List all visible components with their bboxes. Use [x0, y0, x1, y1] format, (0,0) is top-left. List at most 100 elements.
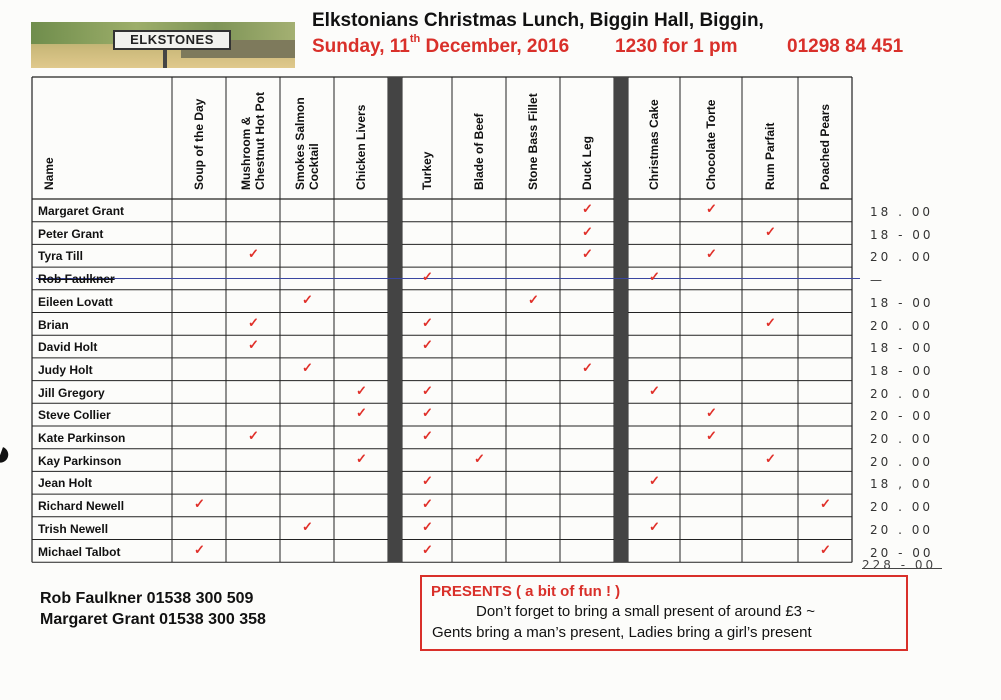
tick-mark: ✓: [422, 541, 433, 557]
contact-rob-faulkner: Rob Faulkner 01538 300 509: [40, 590, 254, 607]
column-header: Stone Bass Fillet: [526, 93, 540, 190]
row-name: David Holt: [38, 340, 98, 355]
name-column-header: Name: [42, 157, 56, 190]
row-price: 18 , 00: [870, 477, 933, 492]
row-name: Eileen Lovatt: [38, 294, 113, 309]
tick-mark: ✓: [356, 405, 367, 421]
row-price: 18 - 00: [870, 295, 934, 310]
row-name: Kate Parkinson: [38, 431, 126, 445]
row-name: Rob Faulkner: [38, 272, 115, 287]
tick-mark: ✓: [302, 359, 313, 375]
tick-mark: ✓: [302, 518, 313, 534]
tick-mark: ✓: [422, 496, 433, 512]
tick-mark: ✓: [302, 291, 313, 307]
column-header: Poached Pears: [818, 103, 832, 190]
tick-mark: ✓: [248, 428, 259, 443]
contact-margaret-grant: Margaret Grant 01538 300 358: [40, 611, 266, 628]
column-divider: [614, 77, 628, 563]
row-name: Steve Collier: [38, 408, 111, 423]
tick-mark: ✓: [706, 201, 717, 216]
page-title: Elkstonians Christmas Lunch, Biggin Hall…: [312, 10, 764, 31]
elkstones-village-photo: ELKSTONES: [31, 22, 295, 68]
column-header: Turkey: [420, 151, 434, 190]
tick-mark: ✓: [474, 450, 485, 466]
tick-mark: ✓: [422, 382, 433, 398]
event-time: 1230 for 1 pm: [615, 36, 738, 57]
tick-mark: ✓: [820, 541, 831, 557]
tick-mark: ✓: [194, 541, 205, 557]
tick-mark: ✓: [422, 405, 433, 421]
tick-mark: ✓: [820, 496, 831, 512]
column-divider: [388, 77, 402, 563]
tick-mark: ✓: [422, 337, 433, 353]
row-price: 18 - 00: [870, 363, 934, 378]
photo-sign-post: [163, 50, 167, 68]
tick-mark: ✓: [422, 473, 433, 489]
tick-mark: ✓: [248, 337, 259, 353]
ink-blot: [0, 447, 11, 465]
row-price: —: [870, 273, 885, 288]
row-price: 20 . 00: [870, 432, 933, 446]
tick-mark: ✓: [582, 223, 593, 239]
row-price: 18 . 00: [870, 205, 933, 219]
row-price: 20 . 00: [870, 318, 933, 333]
column-header: Smokes Salmon: [293, 97, 307, 190]
row-price: 18 - 00: [870, 341, 934, 356]
event-date: Sunday, 11th December, 2016: [312, 33, 570, 57]
tick-mark: ✓: [528, 291, 539, 307]
presents-heading: PRESENTS ( a bit of fun ! ): [431, 583, 621, 600]
tick-mark: ✓: [765, 450, 776, 466]
row-name: Jill Gregory: [38, 385, 105, 400]
row-name: Jean Holt: [38, 476, 93, 491]
presents-line-2: Gents bring a man’s present, Ladies brin…: [432, 624, 812, 641]
tick-mark: ✓: [582, 201, 593, 216]
event-phone: 01298 84 451: [787, 36, 904, 57]
row-price: 20 . 00: [870, 454, 933, 469]
column-header: Chicken Livers: [354, 104, 368, 190]
tick-mark: ✓: [706, 246, 717, 262]
row-name: Tyra Till: [38, 249, 83, 264]
row-price: 20 . 00: [870, 386, 933, 401]
tick-mark: ✓: [706, 405, 717, 421]
tick-mark: ✓: [649, 269, 660, 285]
row-name: Margaret Grant: [38, 204, 125, 218]
tick-mark: ✓: [356, 450, 367, 466]
row-name: Judy Holt: [38, 362, 93, 377]
row-name: Brian: [38, 317, 69, 332]
column-header: Cocktail: [307, 143, 321, 190]
column-header: Christmas Cake: [647, 99, 661, 190]
row-name: Kay Parkinson: [38, 453, 122, 468]
contacts: Rob Faulkner 01538 300 509 Margaret Gran…: [40, 588, 266, 630]
row-name: Peter Grant: [38, 226, 104, 241]
tick-mark: ✓: [422, 518, 433, 534]
column-header: Duck Leg: [580, 135, 594, 190]
total-price: 228 - 00: [862, 558, 942, 572]
tick-mark: ✓: [649, 473, 660, 489]
row-price: 20 - 00: [870, 545, 934, 560]
row-price: 18 - 00: [870, 227, 934, 242]
tick-mark: ✓: [356, 382, 367, 398]
column-header: Soup of the Day: [192, 98, 206, 190]
column-header: Mushroom &: [239, 116, 253, 190]
tick-mark: ✓: [765, 223, 776, 239]
row-name: Trish Newell: [38, 521, 109, 536]
tick-mark: ✓: [194, 496, 205, 512]
tick-mark: ✓: [248, 246, 259, 262]
tick-mark: ✓: [765, 314, 776, 330]
column-header: Rum Parfait: [763, 122, 777, 190]
column-header: Chocolate Torte: [704, 99, 718, 190]
row-price: 20 . 00: [870, 250, 933, 265]
tick-mark: ✓: [582, 246, 593, 262]
village-sign: ELKSTONES: [113, 30, 231, 50]
tick-mark: ✓: [582, 359, 593, 375]
tick-mark: ✓: [649, 382, 660, 398]
column-header: Chestnut Hot Pot: [253, 92, 267, 190]
row-price: 20 - 00: [870, 409, 934, 424]
presents-box: PRESENTS ( a bit of fun ! ) Don’t forget…: [420, 575, 908, 651]
tick-mark: ✓: [422, 314, 433, 330]
column-header: Blade of Beef: [472, 113, 486, 190]
row-price: 20 . 00: [870, 522, 933, 537]
tick-mark: ✓: [649, 518, 660, 534]
tick-mark: ✓: [422, 269, 433, 285]
tick-mark: ✓: [248, 314, 259, 330]
